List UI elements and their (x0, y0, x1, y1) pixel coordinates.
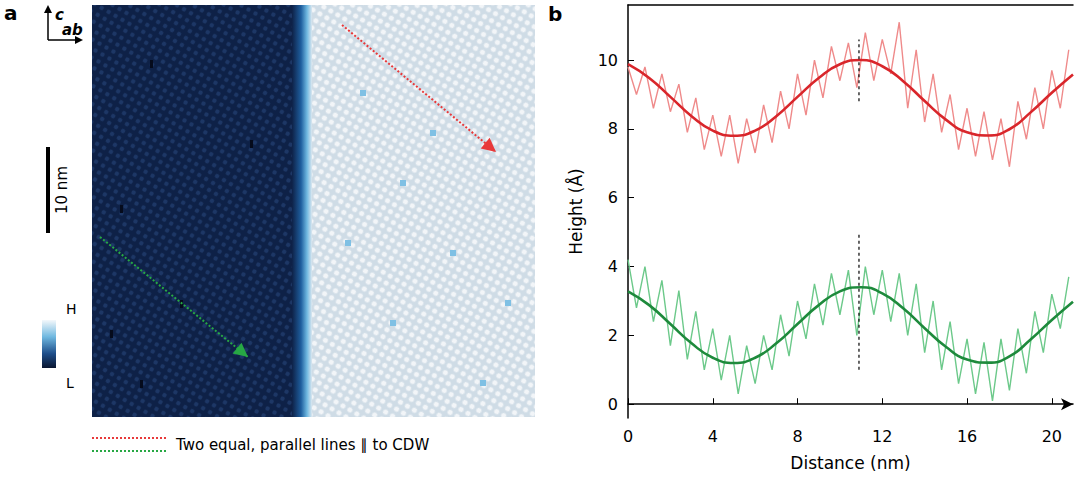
svg-text:8: 8 (792, 427, 802, 446)
svg-text:0: 0 (608, 395, 618, 414)
svg-text:10 nm: 10 nm (53, 166, 71, 214)
svg-text:H: H (66, 301, 77, 317)
html-text:b: b (548, 2, 563, 26)
svg-text:20: 20 (1042, 427, 1062, 446)
svg-text:6: 6 (608, 188, 618, 207)
svg-text:0: 0 (623, 427, 633, 446)
svg-text:4: 4 (708, 427, 718, 446)
svg-text:ab: ab (62, 21, 83, 39)
svg-text:12: 12 (872, 427, 892, 446)
svg-text:2: 2 (608, 326, 618, 345)
svg-text:Two equal, parallel lines ∥ to: Two equal, parallel lines ∥ to CDW (175, 436, 429, 454)
svg-text:8: 8 (608, 119, 618, 138)
svg-text:a: a (4, 1, 18, 25)
svg-text:c: c (55, 6, 64, 24)
svg-text:10: 10 (598, 51, 618, 70)
svg-text:16: 16 (957, 427, 977, 446)
svg-text:4: 4 (608, 257, 618, 276)
svg-text:Distance (nm): Distance (nm) (790, 453, 910, 473)
svg-text:L: L (66, 375, 74, 391)
svg-text:Height (Å): Height (Å) (565, 168, 586, 255)
